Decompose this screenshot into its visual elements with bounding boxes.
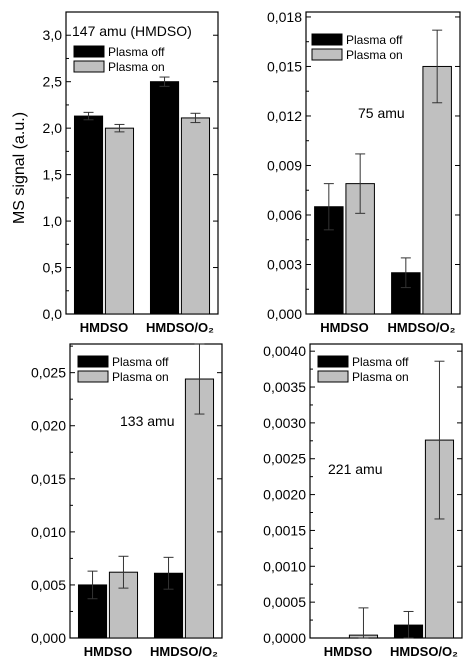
bar-plasma-on — [180, 117, 211, 315]
annotation-label: 221 amu — [328, 461, 382, 477]
category-label: HMDSO/O₂ — [150, 644, 218, 659]
plot-frame — [65, 11, 219, 315]
panel-75-amu: 0,000 0,003 0,006 0,009 0,012 0,015 0,018 HMDSO… — [267, 9, 461, 335]
y-tick-label: 0,025 — [31, 365, 66, 381]
y-tick-label: 0,012 — [267, 108, 302, 124]
bar-plasma-off — [73, 115, 104, 315]
y-tick-label: 0,0040 — [263, 343, 306, 359]
category-label: HMDSO — [320, 320, 368, 335]
bar-plasma-off — [149, 81, 180, 315]
y-axis-title: MS signal (a.u.) — [11, 112, 28, 224]
y-tick-label: 0,009 — [267, 157, 302, 173]
y-tick-label: 0,0 — [43, 306, 63, 322]
bar-plasma-on — [422, 65, 452, 315]
y-tick-label: 0,015 — [31, 471, 66, 487]
legend-swatch — [77, 355, 109, 368]
legend-swatch — [77, 370, 109, 383]
category-label: HMDSO — [80, 320, 128, 335]
legend-label: Plasma on — [108, 60, 165, 74]
annotation-label: 133 amu — [120, 413, 174, 429]
bar-plasma-on — [104, 127, 135, 315]
y-tick-label: 0,000 — [267, 306, 302, 322]
plot-frame — [305, 11, 461, 315]
legend-label: Plasma on — [352, 370, 409, 384]
plot-frame — [69, 343, 223, 639]
y-tick-label: 0,010 — [31, 524, 66, 540]
legend-swatch — [73, 60, 105, 73]
category-label: HMDSO/O₂ — [388, 320, 456, 335]
y-tick-label: 0,0030 — [263, 415, 306, 431]
annotation-label: 75 amu — [358, 105, 405, 121]
legend-label: Plasma off — [352, 355, 409, 369]
y-tick-label: 0,015 — [267, 58, 302, 74]
y-tick-label: 0,005 — [31, 577, 66, 593]
y-tick-label: 0,018 — [267, 9, 302, 25]
y-tick-label: 0,0000 — [263, 630, 306, 646]
category-label: HMDSO/O₂ — [146, 320, 214, 335]
y-tick-label: 0,0025 — [263, 451, 306, 467]
category-label: HMDSO — [84, 644, 132, 659]
y-tick-label: 0,003 — [267, 256, 302, 272]
y-tick-label: 0,0020 — [263, 487, 306, 503]
legend-swatch — [311, 48, 343, 61]
legend-label: Plasma off — [108, 45, 165, 59]
y-tick-label: 3,0 — [43, 27, 63, 43]
y-tick-label: 2,0 — [43, 120, 63, 136]
y-tick-label: 0,006 — [267, 207, 302, 223]
legend-swatch — [311, 33, 343, 46]
y-tick-label: 1,5 — [43, 167, 63, 183]
legend-swatch — [73, 45, 105, 58]
plot-frame — [309, 343, 463, 639]
legend-swatch — [317, 355, 349, 368]
y-tick-label: 0,0015 — [263, 522, 306, 538]
y-tick-label: 0,0005 — [263, 594, 306, 610]
bar-plasma-on — [184, 378, 215, 639]
y-tick-label: 0,020 — [31, 418, 66, 434]
legend-swatch — [317, 370, 349, 383]
y-tick-label: 2,5 — [43, 74, 63, 90]
legend-label: Plasma off — [112, 355, 169, 369]
y-tick-label: 0,0035 — [263, 379, 306, 395]
panel-147-amu: 0,0 0,5 1,0 1,5 2,0 2,5 3,0 HMDSO HMDSO/O₂ 147 am… — [43, 11, 219, 335]
category-label: HMDSO — [324, 644, 372, 659]
y-tick-label: 1,0 — [43, 213, 63, 229]
legend-label: Plasma on — [346, 48, 403, 62]
y-tick-label: 0,5 — [43, 260, 63, 276]
panel-133-amu: 0,000 0,005 0,010 0,015 0,020 0,025 HMDSO HMDSO… — [31, 343, 223, 659]
annotation-label: 147 amu (HMDSO) — [72, 23, 192, 39]
legend-label: Plasma off — [346, 33, 403, 47]
category-label: HMDSO/O₂ — [390, 644, 458, 659]
panel-221-amu: 0,0000 0,0005 0,0010 0,0015 0,0020 0,0025 0,00… — [263, 343, 463, 659]
y-tick-label: 0,0010 — [263, 558, 306, 574]
y-tick-label: 0,000 — [31, 630, 66, 646]
legend-label: Plasma on — [112, 370, 169, 384]
